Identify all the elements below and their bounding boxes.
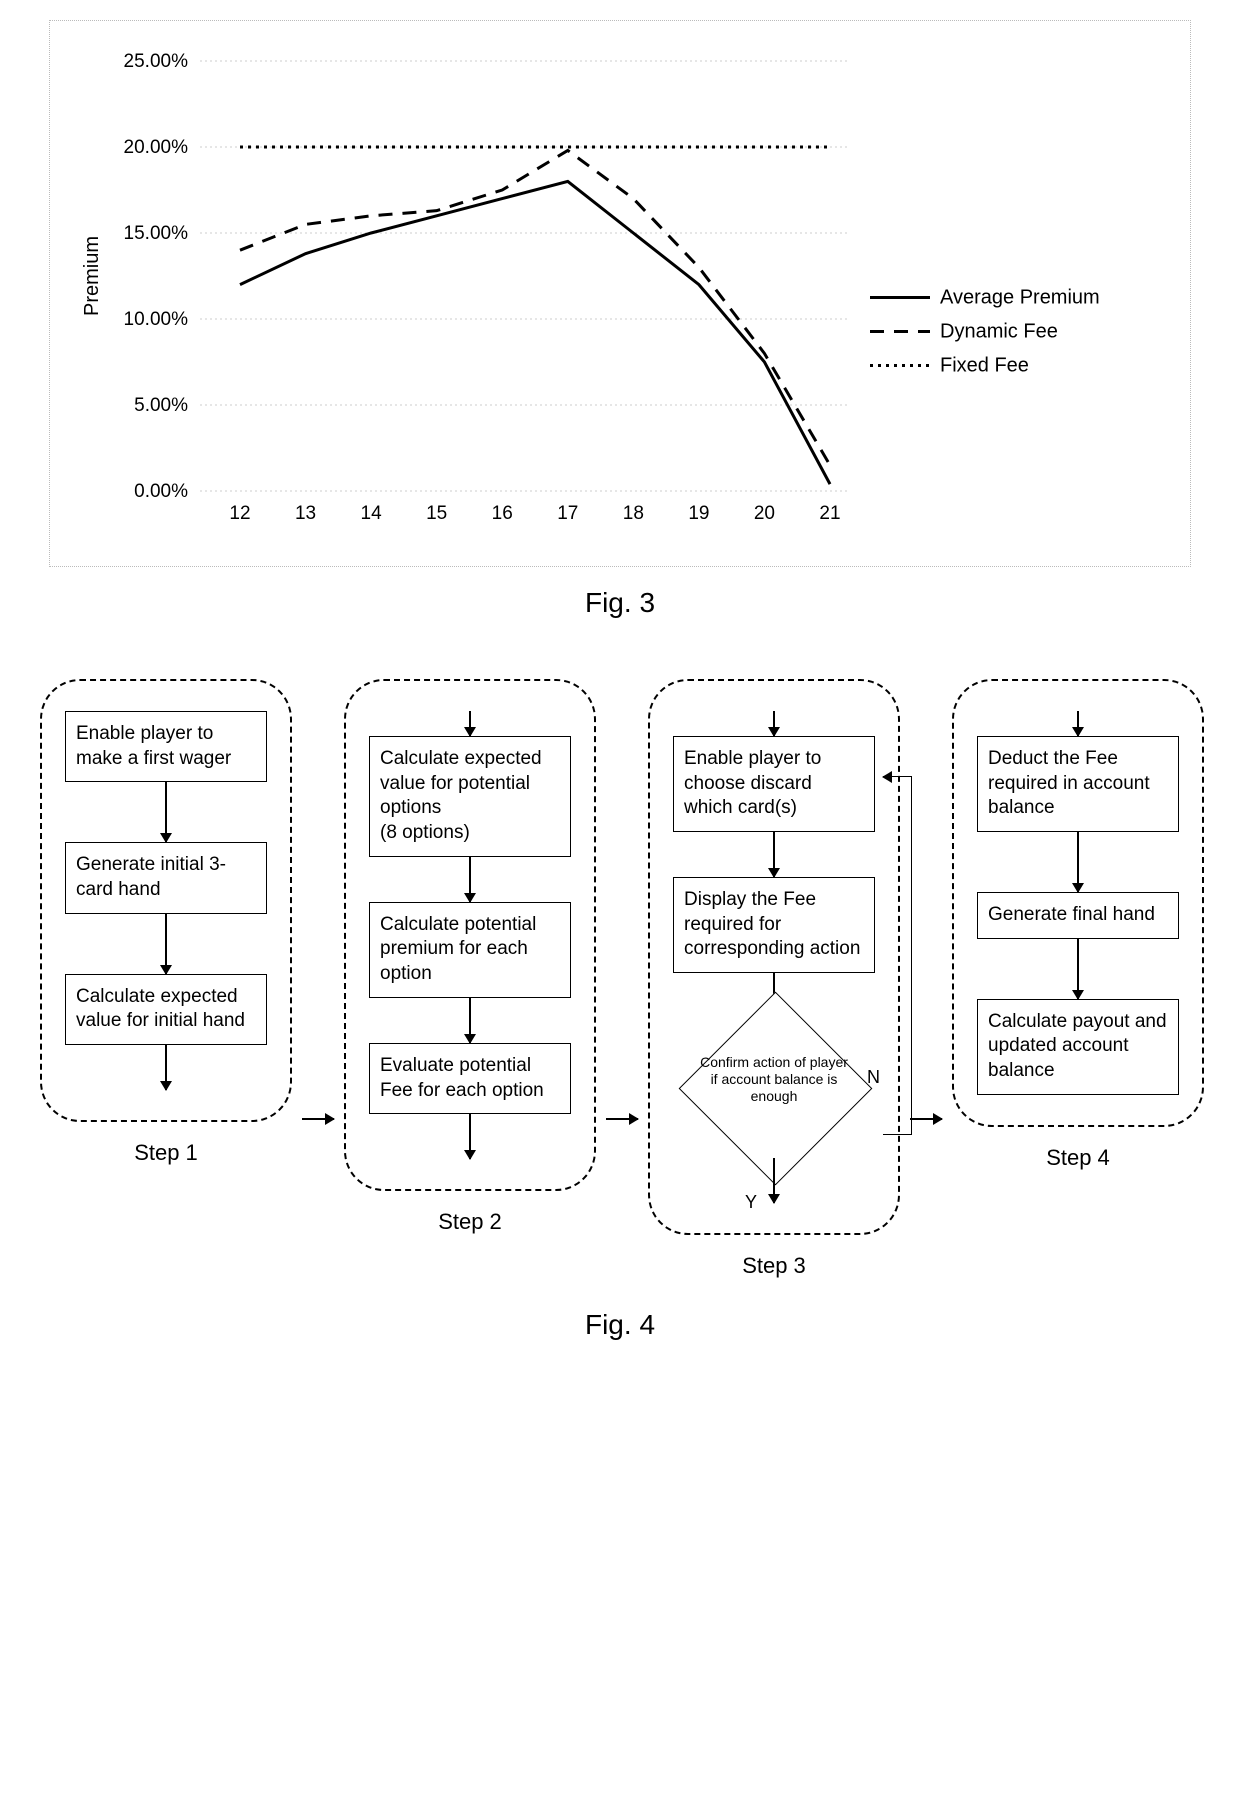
svg-text:10.00%: 10.00%: [124, 309, 189, 330]
decision-diamond: Confirm action of player if account bala…: [679, 1018, 869, 1158]
arrow-icon: [165, 914, 167, 974]
premium-chart-container: 0.00% 5.00% 10.00% 15.00% 20.00% 25.00% 12 13 14…: [49, 20, 1191, 567]
arrow-icon: [469, 1114, 471, 1159]
svg-text:Fixed Fee: Fixed Fee: [940, 355, 1029, 377]
step-2-group: Calculate expected value for potential o…: [344, 679, 596, 1191]
loopback-arrow: [883, 776, 912, 1135]
svg-text:21: 21: [819, 503, 840, 524]
svg-text:17: 17: [557, 503, 578, 524]
svg-text:Premium: Premium: [81, 236, 103, 316]
flowchart-container: Enable player to make a first wager Gene…: [40, 679, 1200, 1279]
diamond-text: Confirm action of player if account bala…: [697, 1054, 851, 1104]
step-4-column: Deduct the Fee required in account balan…: [952, 679, 1204, 1171]
step-2-column: Calculate expected value for potential o…: [344, 679, 596, 1235]
svg-text:12: 12: [229, 503, 250, 524]
step4-box2: Generate final hand: [977, 892, 1179, 939]
fig3-caption: Fig. 3: [20, 587, 1220, 619]
step-1-column: Enable player to make a first wager Gene…: [40, 679, 292, 1166]
step4-box3: Calculate payout and updated account bal…: [977, 999, 1179, 1095]
arrow-icon: [469, 857, 471, 902]
svg-text:18: 18: [623, 503, 644, 524]
step-4-label: Step 4: [952, 1145, 1204, 1171]
step-2-label: Step 2: [344, 1209, 596, 1235]
step-3-column: Enable player to choose discard which ca…: [648, 679, 900, 1279]
svg-text:5.00%: 5.00%: [134, 395, 188, 416]
step-4-group: Deduct the Fee required in account balan…: [952, 679, 1204, 1127]
step2-box2: Calculate potential premium for each opt…: [369, 902, 571, 998]
svg-text:19: 19: [688, 503, 709, 524]
svg-text:20.00%: 20.00%: [124, 137, 189, 158]
arrow-icon: [1077, 832, 1079, 892]
svg-text:15.00%: 15.00%: [124, 223, 189, 244]
arrow-icon: [1077, 711, 1079, 736]
step3-box2: Display the Fee required for correspondi…: [673, 877, 875, 973]
step-3-group: Enable player to choose discard which ca…: [648, 679, 900, 1235]
arrow-icon: [773, 832, 775, 877]
connector-arrow: [302, 1118, 334, 1120]
connector-arrow: [910, 1118, 942, 1120]
arrow-icon: [773, 711, 775, 736]
arrow-icon: [165, 1045, 167, 1090]
step1-box1: Enable player to make a first wager: [65, 711, 267, 782]
no-label: N: [867, 1067, 880, 1088]
yes-label: Y: [745, 1192, 757, 1213]
svg-text:20: 20: [754, 503, 775, 524]
svg-text:0.00%: 0.00%: [134, 481, 188, 502]
svg-text:25.00%: 25.00%: [124, 51, 189, 72]
step1-box2: Generate initial 3-card hand: [65, 842, 267, 913]
svg-text:14: 14: [361, 503, 383, 524]
step-3-label: Step 3: [648, 1253, 900, 1279]
arrow-icon: [469, 998, 471, 1043]
step4-box1: Deduct the Fee required in account balan…: [977, 736, 1179, 832]
svg-text:Dynamic Fee: Dynamic Fee: [940, 321, 1058, 343]
arrow-icon: [1077, 939, 1079, 999]
step2-box1: Calculate expected value for potential o…: [369, 736, 571, 857]
svg-text:15: 15: [426, 503, 447, 524]
step1-box3: Calculate expected value for initial han…: [65, 974, 267, 1045]
arrow-icon: [469, 711, 471, 736]
svg-text:16: 16: [492, 503, 513, 524]
step2-box3: Evaluate potential Fee for each option: [369, 1043, 571, 1114]
connector-arrow: [606, 1118, 638, 1120]
svg-text:13: 13: [295, 503, 316, 524]
arrow-icon: [773, 1158, 775, 1203]
step-1-group: Enable player to make a first wager Gene…: [40, 679, 292, 1122]
step-1-label: Step 1: [40, 1140, 292, 1166]
premium-line-chart: 0.00% 5.00% 10.00% 15.00% 20.00% 25.00% 12 13 14…: [70, 41, 1170, 551]
arrow-icon: [165, 782, 167, 842]
svg-text:Average Premium: Average Premium: [940, 287, 1100, 309]
step3-box1: Enable player to choose discard which ca…: [673, 736, 875, 832]
fig4-caption: Fig. 4: [20, 1309, 1220, 1341]
